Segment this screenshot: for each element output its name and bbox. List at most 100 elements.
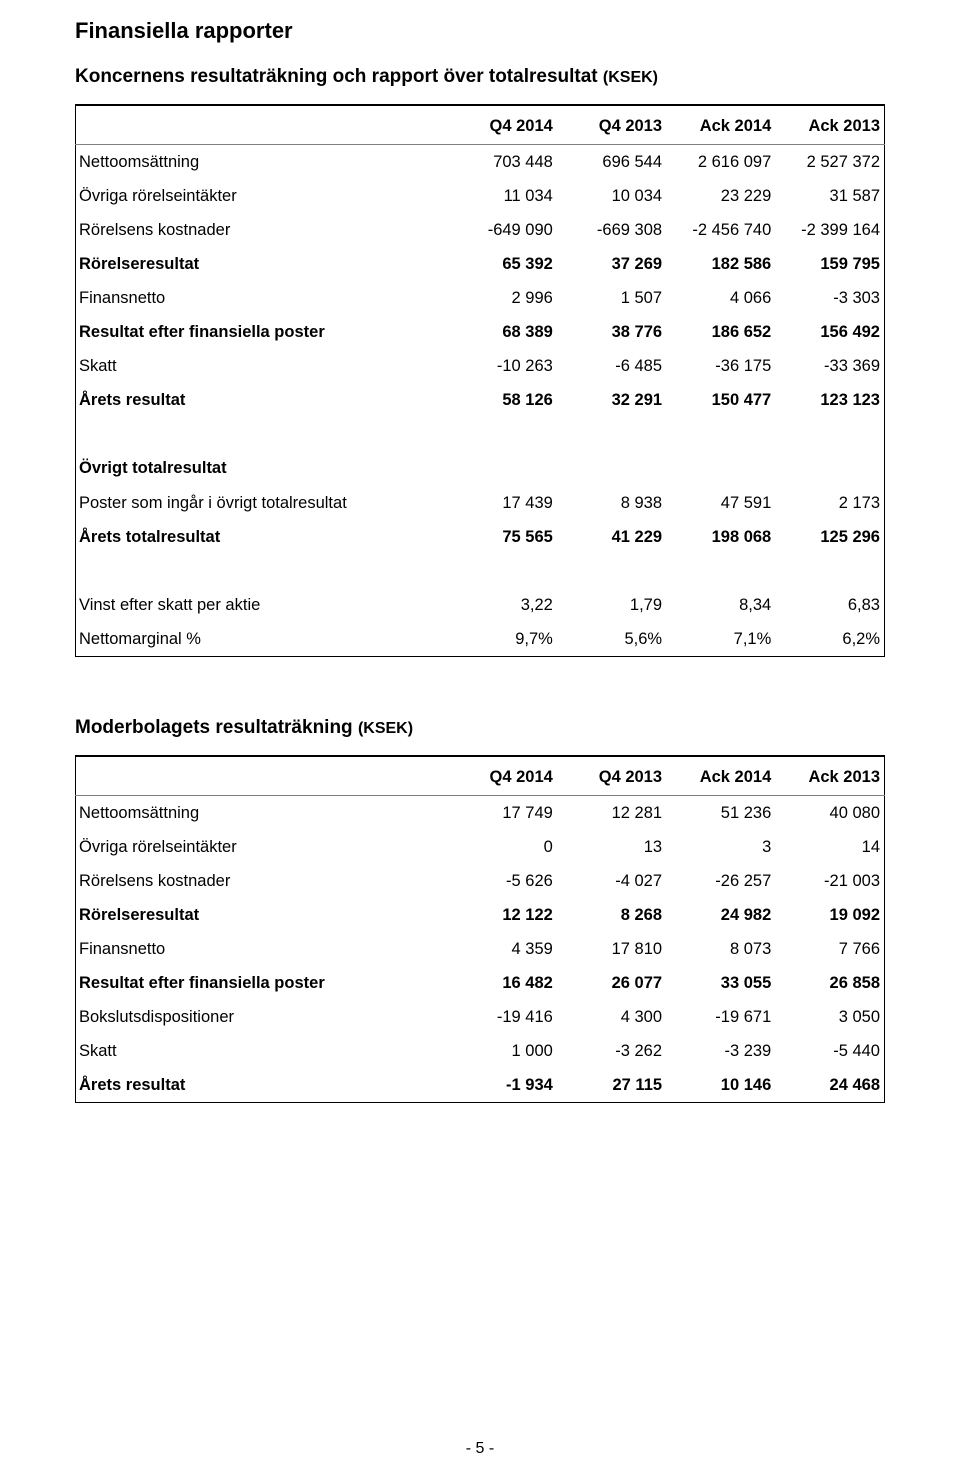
row-label: Finansnetto xyxy=(76,281,448,315)
cell-value: -36 175 xyxy=(666,349,775,383)
table-row: Rörelseresultat12 1228 26824 98219 092 xyxy=(76,898,885,932)
cell-value: 19 092 xyxy=(775,898,884,932)
row-label: Skatt xyxy=(76,1034,448,1068)
cell-value: 27 115 xyxy=(557,1068,666,1103)
row-label: Skatt xyxy=(76,349,448,383)
cell-value: -33 369 xyxy=(775,349,884,383)
table-row: Övriga rörelseintäkter013314 xyxy=(76,830,885,864)
cell-value: -649 090 xyxy=(448,213,557,247)
table-row: Rörelseresultat65 39237 269182 586159 79… xyxy=(76,247,885,281)
cell-value: 12 281 xyxy=(557,795,666,830)
cell-value: 24 468 xyxy=(775,1068,884,1103)
cell-value: 68 389 xyxy=(448,315,557,349)
cell-value: -4 027 xyxy=(557,864,666,898)
cell-value: 10 146 xyxy=(666,1068,775,1103)
cell-value: 159 795 xyxy=(775,247,884,281)
table-row: Rörelsens kostnader-649 090-669 308-2 45… xyxy=(76,213,885,247)
table-row: Finansnetto2 9961 5074 066-3 303 xyxy=(76,281,885,315)
col-header: Q4 2014 xyxy=(448,105,557,145)
cell-value: 4 359 xyxy=(448,932,557,966)
cell-value: 7,1% xyxy=(666,622,775,657)
cell-value: -19 671 xyxy=(666,1000,775,1034)
cell-value: 123 123 xyxy=(775,383,884,417)
cell-value: 4 300 xyxy=(557,1000,666,1034)
cell-value: 47 591 xyxy=(666,486,775,520)
table-header-row: Q4 2014 Q4 2013 Ack 2014 Ack 2013 xyxy=(76,756,885,796)
cell-value: 8 073 xyxy=(666,932,775,966)
row-label: Rörelseresultat xyxy=(76,247,448,281)
cell-value: 33 055 xyxy=(666,966,775,1000)
table-row: Vinst efter skatt per aktie3,221,798,346… xyxy=(76,588,885,622)
row-label: Bokslutsdispositioner xyxy=(76,1000,448,1034)
table-row: Rörelsens kostnader-5 626-4 027-26 257-2… xyxy=(76,864,885,898)
cell-value: -1 934 xyxy=(448,1068,557,1103)
table-row: Resultat efter finansiella poster16 482 2… xyxy=(76,966,885,1000)
row-label: Finansnetto xyxy=(76,932,448,966)
cell-value: -3 303 xyxy=(775,281,884,315)
table-row: Nettomarginal %9,7%5,6%7,1%6,2% xyxy=(76,622,885,657)
row-label: Resultat efter finansiella poster xyxy=(76,966,448,1000)
cell-value: 40 080 xyxy=(775,795,884,830)
table-row: Skatt-10 263-6 485-36 175-33 369 xyxy=(76,349,885,383)
table-row: Poster som ingår i övrigt totalresultat1… xyxy=(76,486,885,520)
row-label: Poster som ingår i övrigt totalresultat xyxy=(76,486,448,520)
row-label: Årets resultat xyxy=(76,383,448,417)
cell-value: -21 003 xyxy=(775,864,884,898)
row-label: Övriga rörelseintäkter xyxy=(76,830,448,864)
page-title: Finansiella rapporter xyxy=(75,18,885,44)
cell-value: -669 308 xyxy=(557,213,666,247)
table-header-row: Q4 2014 Q4 2013 Ack 2014 Ack 2013 xyxy=(76,105,885,145)
col-header: Q4 2013 xyxy=(557,105,666,145)
row-label: Nettomarginal % xyxy=(76,622,448,657)
cell-value: 2 527 372 xyxy=(775,145,884,180)
cell-value: 51 236 xyxy=(666,795,775,830)
table-row: Årets totalresultat75 56541 229198 06812… xyxy=(76,520,885,554)
table-row: Bokslutsdispositioner-19 4164 300-19 671… xyxy=(76,1000,885,1034)
cell-value: -19 416 xyxy=(448,1000,557,1034)
cell-value: 41 229 xyxy=(557,520,666,554)
cell-value: -2 399 164 xyxy=(775,213,884,247)
subsection-label: Övrigt totalresultat xyxy=(76,451,448,485)
cell-value: 3 050 xyxy=(775,1000,884,1034)
cell-value: 125 296 xyxy=(775,520,884,554)
cell-value: -5 440 xyxy=(775,1034,884,1068)
cell-value: 8,34 xyxy=(666,588,775,622)
cell-value: 156 492 xyxy=(775,315,884,349)
cell-value: 13 xyxy=(557,830,666,864)
cell-value: 23 229 xyxy=(666,179,775,213)
cell-value: 12 122 xyxy=(448,898,557,932)
cell-value: 2 173 xyxy=(775,486,884,520)
heading-unit: (KSEK) xyxy=(603,69,658,86)
cell-value: 4 066 xyxy=(666,281,775,315)
row-label: Nettoomsättning xyxy=(76,795,448,830)
row-label: Vinst efter skatt per aktie xyxy=(76,588,448,622)
table-row: Skatt1 000-3 262-3 239-5 440 xyxy=(76,1034,885,1068)
group-income-table: Q4 2014 Q4 2013 Ack 2014 Ack 2013 Nettoo… xyxy=(75,104,885,657)
cell-value: 9,7% xyxy=(448,622,557,657)
cell-value: 58 126 xyxy=(448,383,557,417)
table-row: Nettoomsättning17 74912 28151 23640 080 xyxy=(76,795,885,830)
cell-value: 17 810 xyxy=(557,932,666,966)
cell-value: 14 xyxy=(775,830,884,864)
col-header: Q4 2014 xyxy=(448,756,557,796)
table-row: Finansnetto4 35917 8108 0737 766 xyxy=(76,932,885,966)
cell-value: 24 982 xyxy=(666,898,775,932)
col-header: Ack 2014 xyxy=(666,756,775,796)
table-row: Resultat efter finansiella poster68 3893… xyxy=(76,315,885,349)
cell-value: 3 xyxy=(666,830,775,864)
row-label: Nettoomsättning xyxy=(76,145,448,180)
row-label: Resultat efter finansiella poster xyxy=(76,315,448,349)
row-label: Rörelseresultat xyxy=(76,898,448,932)
cell-value: -2 456 740 xyxy=(666,213,775,247)
cell-value: 16 482 xyxy=(448,966,557,1000)
cell-value: 17 749 xyxy=(448,795,557,830)
cell-value: 38 776 xyxy=(557,315,666,349)
table-row: Årets resultat58 12632 291150 477123 123 xyxy=(76,383,885,417)
cell-value: 2 616 097 xyxy=(666,145,775,180)
cell-value: 75 565 xyxy=(448,520,557,554)
table-row: Övriga rörelseintäkter11 03410 03423 229… xyxy=(76,179,885,213)
row-label: Årets totalresultat xyxy=(76,520,448,554)
cell-value: -26 257 xyxy=(666,864,775,898)
cell-value: 26 858 xyxy=(775,966,884,1000)
cell-value: 186 652 xyxy=(666,315,775,349)
